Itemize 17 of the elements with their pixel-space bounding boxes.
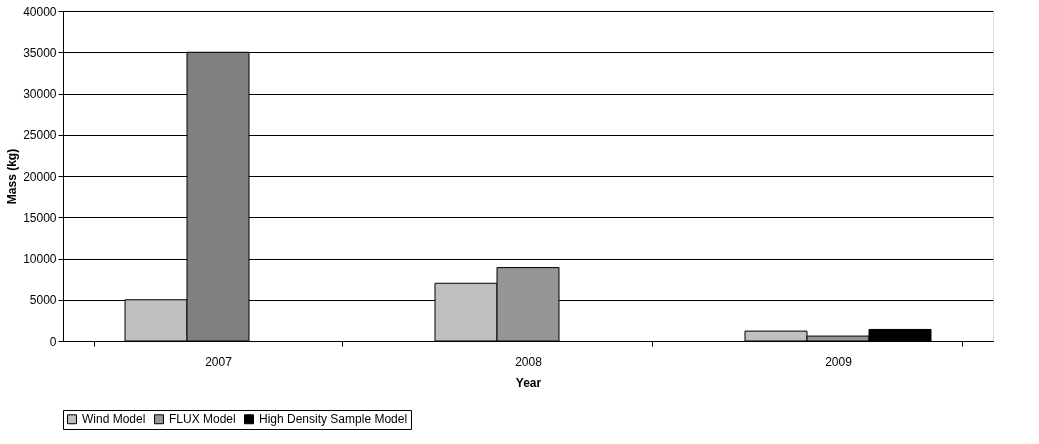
y-tick-label: 30000 [23,87,57,101]
x-tick-label: 2008 [515,354,543,369]
x-tick-label: 2007 [205,354,233,369]
y-tick-label: 10000 [23,252,57,266]
x-tick-label: 2009 [825,354,853,369]
y-tick-label: 0 [49,334,57,349]
legend-label: FLUX Model [169,412,236,427]
y-tick-label: 35000 [23,45,57,60]
legend-label: High Density Sample Model [259,412,408,427]
y-tick-label: 5000 [29,293,57,308]
y-tick-label: 15000 [23,210,57,225]
x-axis-title: Year [515,375,542,390]
y-axis-title: Mass (kg) [5,148,20,205]
y-tick-label: 40000 [23,4,57,19]
legend-label: Wind Model [82,412,146,427]
y-tick-label: 20000 [23,169,57,184]
y-tick-label: 25000 [23,128,57,143]
